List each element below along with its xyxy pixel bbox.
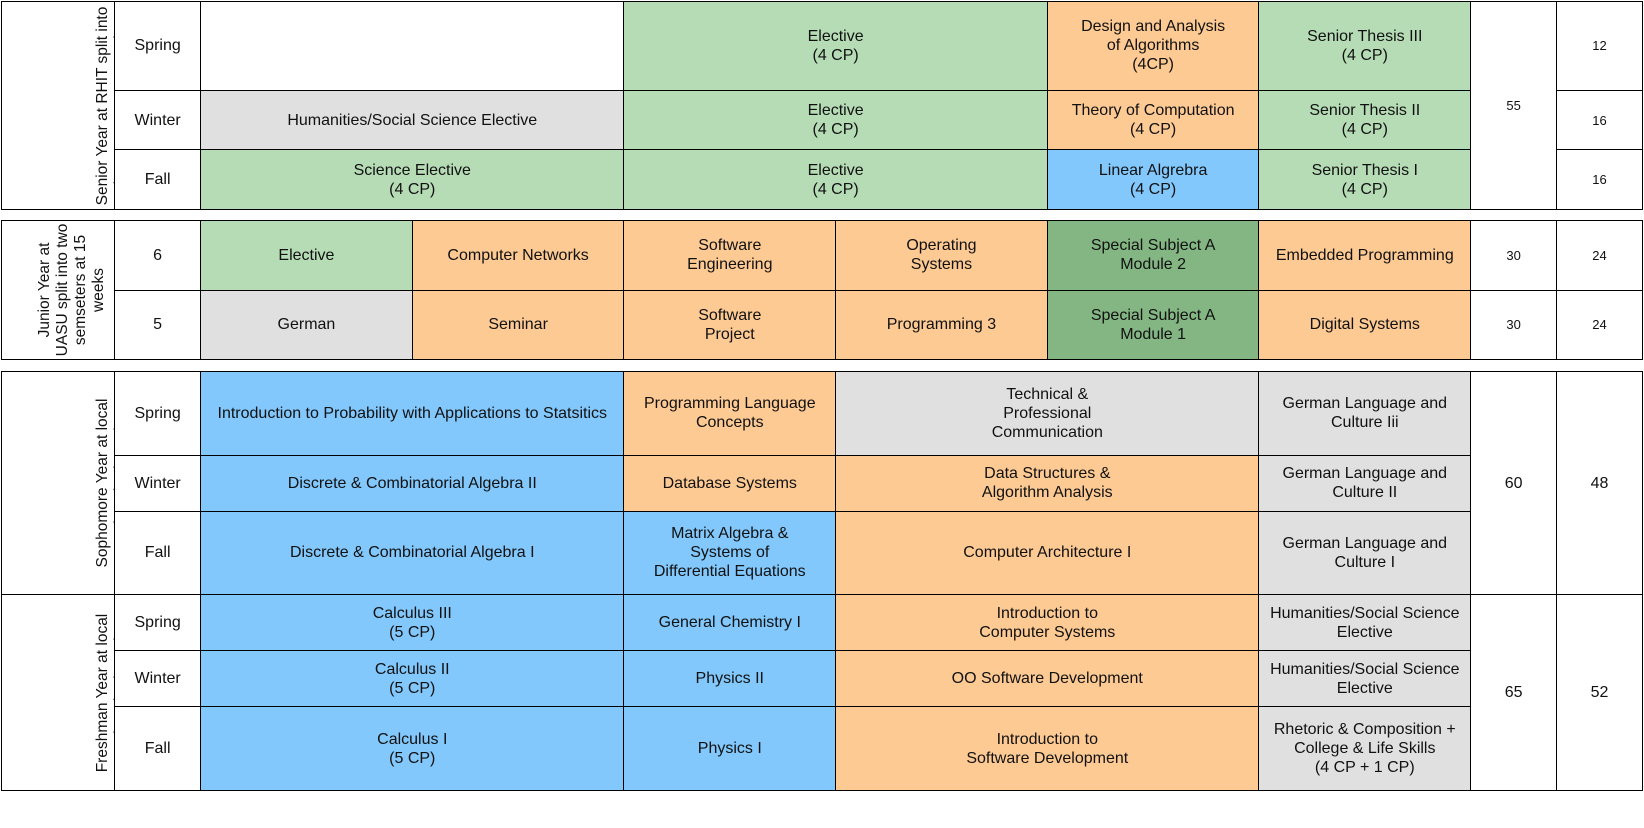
course-cell: Humanities/Social Science Elective (1258, 650, 1472, 708)
course-cell: General Chemistry I (623, 594, 837, 652)
course-cell: Special Subject A Module 2 (1046, 220, 1260, 291)
course-cell: Database Systems (623, 454, 837, 512)
term-hours: 16 (1556, 149, 1643, 210)
course-cell: Discrete & Combinatorial Algebra II (200, 454, 625, 512)
term-label: Winter (114, 454, 202, 512)
term-hours: 24 (1556, 220, 1643, 291)
term-label: Fall (114, 149, 202, 210)
total-credits: 65 (1470, 594, 1558, 791)
course-cell: Senior Thesis III (4 CP) (1258, 1, 1472, 91)
lower-years-table: Sophomore Year at local university (RHIT… (0, 370, 1643, 791)
junior-year-label: Junior Year at UASU split into two semse… (0, 220, 116, 360)
senior-year-table: Senior Year at RHIT split into three ter… (0, 1, 1643, 210)
course-cell: Design and Analysis of Algorithms (4CP) (1046, 1, 1260, 91)
course-cell: German Language and Culture I (1258, 510, 1472, 596)
course-cell: Rhetoric & Composition + College & Life … (1258, 706, 1472, 791)
course-cell: Embedded Programming (1258, 220, 1472, 291)
term-label: 5 (114, 289, 202, 360)
course-cell: Calculus I (5 CP) (200, 706, 625, 791)
course-cell: Computer Networks (411, 220, 625, 291)
course-cell: Programming 3 (835, 289, 1048, 360)
course-cell: Introduction to Probability with Applica… (200, 371, 625, 456)
term-label: Winter (114, 89, 202, 151)
course-cell: Introduction to Computer Systems (835, 594, 1260, 652)
course-cell: German Language and Culture II (1258, 454, 1472, 512)
term-label: Fall (114, 706, 202, 791)
course-cell: Matrix Algebra & Systems of Differential… (623, 510, 837, 596)
total-hours: 52 (1556, 594, 1643, 791)
total-hours: 48 (1556, 370, 1643, 596)
course-cell: OO Software Development (835, 650, 1260, 708)
sophomore-year-label: Sophomore Year at local university (RHIT… (0, 370, 116, 596)
term-label: Spring (114, 371, 202, 456)
course-cell: Elective (4 CP) (623, 1, 1048, 91)
course-cell: Technical & Professional Communication (835, 371, 1260, 456)
course-cell: Discrete & Combinatorial Algebra I (200, 510, 625, 596)
total-credits: 30 (1470, 220, 1558, 291)
course-cell: Elective (4 CP) (623, 149, 1048, 210)
course-cell: Physics I (623, 706, 837, 791)
term-hours: 16 (1556, 89, 1643, 151)
total-credits: 60 (1470, 370, 1558, 596)
junior-year-table: Junior Year at UASU split into two semse… (0, 220, 1643, 360)
course-cell: Data Structures & Algorithm Analysis (835, 454, 1260, 512)
total-credits: 30 (1470, 289, 1558, 360)
course-cell: Calculus III (5 CP) (200, 594, 625, 652)
senior-year-block: Senior Year at RHIT split into three ter… (0, 1, 1643, 210)
course-cell: Digital Systems (1258, 289, 1472, 360)
term-hours: 12 (1556, 1, 1643, 91)
freshman-year-label: Freshman Year at local university (RHIT) (0, 594, 116, 791)
term-hours: 24 (1556, 289, 1643, 360)
course-cell: Introduction to Software Development (835, 706, 1260, 791)
course-cell: German (200, 289, 413, 360)
course-cell: Senior Thesis II (4 CP) (1258, 89, 1472, 151)
course-cell: Linear Algrebra (4 CP) (1046, 149, 1260, 210)
course-cell: Humanities/Social Science Elective (1258, 594, 1472, 652)
course-cell (200, 1, 625, 91)
course-cell: German Language and Culture Iii (1258, 371, 1472, 456)
total-credits: 55 (1470, 1, 1558, 210)
course-cell: Calculus II (5 CP) (200, 650, 625, 708)
term-label: 6 (114, 220, 202, 291)
course-cell: Operating Systems (835, 220, 1048, 291)
senior-year-label: Senior Year at RHIT split into three ter… (0, 1, 116, 210)
course-cell: Software Engineering (623, 220, 837, 291)
lower-years-block: Sophomore Year at local university (RHIT… (0, 370, 1643, 791)
course-cell: Programming Language Concepts (623, 371, 837, 456)
course-cell: Physics II (623, 650, 837, 708)
course-cell: Computer Architecture I (835, 510, 1260, 596)
term-label: Spring (114, 1, 202, 91)
term-label: Fall (114, 510, 202, 596)
course-cell: Elective (200, 220, 413, 291)
term-label: Winter (114, 650, 202, 708)
course-cell: Theory of Computation (4 CP) (1046, 89, 1260, 151)
course-cell: Seminar (411, 289, 625, 360)
course-cell: Special Subject A Module 1 (1046, 289, 1260, 360)
junior-year-block: Junior Year at UASU split into two semse… (0, 220, 1643, 360)
course-cell: Science Elective (4 CP) (200, 149, 625, 210)
course-cell: Software Project (623, 289, 837, 360)
course-cell: Elective (4 CP) (623, 89, 1048, 151)
course-cell: Humanities/Social Science Elective (200, 89, 625, 151)
term-label: Spring (114, 594, 202, 652)
course-cell: Senior Thesis I (4 CP) (1258, 149, 1472, 210)
